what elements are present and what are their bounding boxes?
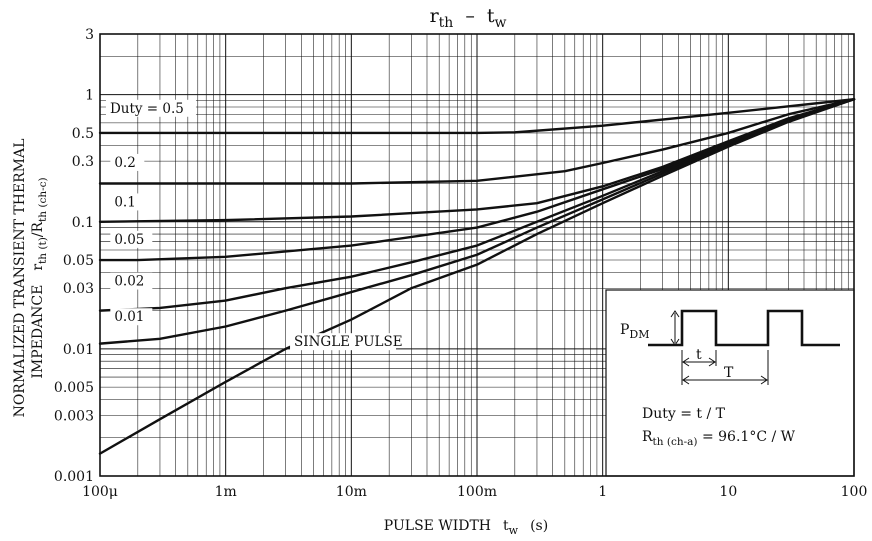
x-tick-label: 1 [598,484,607,500]
title-t-sub: w [494,15,506,31]
y-axis-label-slash: / [30,232,46,237]
x-tick-label: 100m [457,484,497,500]
t-label: t [696,347,702,363]
curves [98,98,856,455]
y-tick-label: 0.5 [72,126,94,142]
t-arrow [682,357,716,367]
curve-label: Duty = 0.5 [110,101,184,117]
y-axis-label-R: R [30,221,46,232]
plot-grid [100,34,854,476]
curve-labels: Duty = 0.5 0.2 0.1 0.05 0.02 0.01 SINGLE PULSE [105,99,403,351]
x-axis-label-sub: w [509,524,519,537]
T-arrow [682,375,768,385]
curve-6 [98,98,856,455]
rth-sub: th (ch-a) [653,436,698,448]
title-t: t [487,5,495,27]
y-axis-label-impedance: IMPEDANCE [30,285,46,379]
x-tick-label: 100 [841,484,868,500]
y-axis-label-line2: IMPEDANCE rth (t)/Rth (ch-c) [30,177,49,378]
curve-5 [98,98,856,345]
y-tick-label: 1 [85,88,94,104]
x-tick-label: 10m [336,484,367,500]
duty-formula: Duty = t / T [642,406,726,422]
x-axis-label-t: t [503,518,509,534]
y-axis-label-sub1: th (t) [37,237,49,264]
T-label: T [724,365,734,381]
x-tick-label: 1m [215,484,237,500]
y-axis-label-r: r [30,264,46,271]
title-r-sub: th [439,15,454,31]
y-axis-label-line1: NORMALIZED TRANSIENT THERMAL [12,139,28,418]
y-tick-label: 0.003 [54,408,94,424]
y-tick-label: 3 [85,27,94,43]
x-axis-label-unit: (s) [530,518,548,534]
y-axis-label-sub2: th (ch-c) [37,177,49,222]
curve-label: SINGLE PULSE [294,334,403,350]
curve-label-bg [105,99,196,117]
rth-main: R [642,429,653,445]
y-tick-label: 0.3 [72,154,94,170]
curve-label: 0.2 [114,155,135,171]
x-tick-label: 10 [719,484,737,500]
y-tick-label: 0.005 [54,380,94,396]
y-tick-label: 0.01 [63,342,94,358]
curve-label-bg [110,308,153,326]
pdm-main: P [620,322,629,338]
x-axis-label-text: PULSE WIDTH [384,518,491,534]
pulse-inset: PDM t T Duty = t / T Rth (ch-a) = 96.1°C… [605,289,855,477]
y-axis-label: NORMALIZED TRANSIENT THERMAL IMPEDANCErt… [12,139,49,418]
pdm-label: PDM [620,322,650,341]
chart-title: rth – tw [430,5,507,31]
curve-label-bg [110,193,145,211]
title-r: r [430,5,440,27]
pdm-arrow [670,310,680,346]
y-tick-label: 0.001 [54,469,94,485]
pdm-sub: DM [629,328,649,341]
y-tick-label: 0.03 [63,281,94,297]
x-tick-label: 100μ [82,484,118,500]
curve-label: 0.05 [114,232,144,248]
plot-frame [99,33,855,477]
curve-0 [98,98,856,135]
curve-label: 0.1 [114,194,135,210]
curve-4 [98,98,856,312]
curve-label: 0.02 [114,274,144,290]
y-tick-label: 0.05 [63,253,94,269]
tick-labels: 100μ 1m 10m 100m 1 10 100 3 1 0.5 0.3 0.1 0.05 0.03 0.… [54,27,867,500]
x-axis-label: PULSE WIDTH tw (s) [384,518,548,537]
inset-box [605,289,855,477]
curve-label: 0.01 [114,309,144,325]
curve-label-bg [290,333,397,351]
curve-label-bg [110,272,153,290]
curve-label-bg [110,153,145,171]
y-tick-label: 0.1 [72,215,94,231]
rth-value: = 96.1°C / W [698,429,796,445]
rth-formula: Rth (ch-a) = 96.1°C / W [642,429,796,448]
title-dash: – [465,5,475,27]
pulse-waveform [648,309,840,347]
curve-label-bg [110,230,153,248]
curve-1 [98,98,856,185]
